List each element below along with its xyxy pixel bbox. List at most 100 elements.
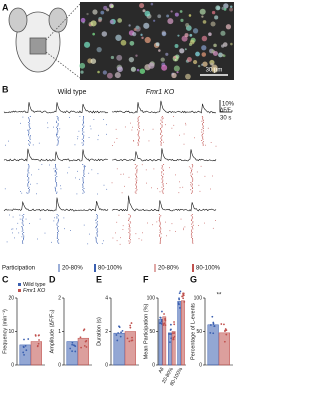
dot: [121, 329, 124, 332]
window: [29, 37, 47, 55]
dot: [173, 335, 176, 338]
dot: [72, 344, 75, 347]
panel-label: C: [2, 274, 9, 284]
y-tick-label: 0: [58, 362, 61, 368]
cell: [157, 14, 162, 19]
y-tick-label: 0: [11, 362, 14, 368]
panel-label: D: [49, 274, 56, 284]
calcium-image: [80, 2, 234, 80]
cell: [128, 24, 131, 27]
cell: [132, 32, 137, 37]
dot: [34, 334, 37, 336]
dot: [209, 324, 212, 326]
cell: [220, 30, 226, 36]
scale-bars: [219, 100, 232, 113]
dot: [182, 297, 185, 300]
scale-label: 30 µm: [206, 68, 223, 74]
cell: [221, 6, 225, 10]
cell: [102, 70, 107, 75]
cell: [130, 66, 136, 72]
y-tick-label: 2: [105, 329, 108, 335]
dot: [120, 331, 122, 334]
scale-x: 30 s: [220, 116, 231, 122]
dot: [129, 326, 132, 329]
dot: [74, 350, 77, 353]
dot: [85, 346, 88, 348]
dot: [164, 318, 167, 320]
cell: [212, 51, 218, 57]
dot: [209, 331, 212, 334]
figure: 30 µm A B Wild type Fmr1 KO 10% ΔF/F₀ 30…: [2, 2, 235, 387]
cell: [185, 23, 190, 27]
scale-y: 10%: [222, 102, 235, 108]
trace: [3, 197, 109, 212]
cell: [174, 58, 177, 61]
cell: [161, 31, 167, 37]
legend-swatch: [18, 289, 21, 292]
cell: [128, 56, 135, 63]
cell: [188, 14, 192, 17]
ear: [48, 7, 68, 33]
cell: [211, 10, 216, 15]
ear: [8, 7, 28, 33]
cell: [114, 72, 121, 79]
dot: [84, 340, 87, 343]
dot: [164, 324, 167, 327]
cell: [185, 73, 191, 80]
cell: [116, 54, 123, 61]
cell: [189, 39, 195, 45]
cell: [142, 9, 146, 13]
dot: [23, 338, 25, 341]
bar: [77, 337, 89, 366]
dot: [115, 334, 118, 336]
cell: [79, 62, 86, 69]
bar: [124, 331, 136, 366]
dot: [71, 350, 74, 353]
group-title: Fmr1 KO: [146, 89, 175, 96]
cell: [103, 5, 108, 10]
panel-label: G: [190, 274, 197, 284]
cell: [88, 24, 91, 27]
dot: [24, 344, 27, 347]
dot: [37, 342, 40, 345]
bar: [162, 316, 167, 366]
dot: [170, 333, 172, 335]
y-tick-label: 0: [105, 362, 108, 368]
scale-unit: ΔF/F₀: [220, 107, 233, 113]
cell: [225, 24, 232, 30]
dot: [178, 297, 180, 300]
cell: [97, 70, 100, 74]
cell: [213, 43, 217, 48]
annotation: **: [217, 293, 222, 299]
y-tick-label: 50: [149, 329, 155, 335]
dot: [71, 343, 74, 346]
y-tick-label: 4: [105, 295, 108, 301]
cell: [110, 5, 114, 8]
cell: [177, 34, 180, 37]
bar: [158, 319, 163, 366]
cell: [201, 15, 204, 18]
panel-label: B: [2, 84, 9, 94]
cell: [174, 44, 179, 48]
cell: [201, 35, 208, 42]
trace: [112, 148, 217, 162]
mouse-schematic: [8, 3, 81, 79]
cell: [80, 17, 86, 23]
dot: [79, 336, 82, 339]
dot: [38, 339, 40, 341]
dot: [224, 328, 227, 330]
y-tick-label: 10: [8, 329, 14, 335]
dot: [80, 346, 82, 349]
bar: [207, 324, 219, 366]
dot: [159, 316, 162, 319]
bar: [30, 341, 42, 366]
cell: [202, 20, 207, 24]
dot: [83, 344, 86, 347]
trace: [111, 195, 217, 212]
cell: [115, 34, 122, 41]
dot: [161, 310, 163, 313]
dot: [22, 346, 25, 349]
dot: [118, 326, 121, 329]
cell: [90, 20, 97, 27]
legend-label: Wild type: [23, 282, 46, 288]
